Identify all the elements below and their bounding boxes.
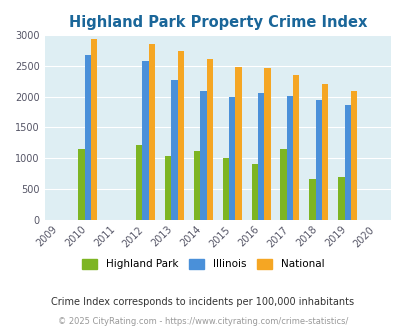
Bar [136, 145, 142, 219]
Bar [193, 151, 200, 219]
Bar [257, 93, 264, 219]
Bar [164, 156, 171, 219]
Bar [171, 80, 177, 219]
Bar [85, 55, 91, 219]
Bar [321, 84, 328, 219]
Bar [292, 75, 299, 219]
Bar [177, 51, 183, 219]
Bar [264, 69, 270, 219]
Bar [251, 164, 257, 219]
Legend: Highland Park, Illinois, National: Highland Park, Illinois, National [77, 255, 328, 274]
Bar [142, 60, 149, 219]
Text: Crime Index corresponds to incidents per 100,000 inhabitants: Crime Index corresponds to incidents per… [51, 297, 354, 307]
Bar [78, 149, 85, 219]
Bar [337, 177, 344, 219]
Bar [344, 105, 350, 219]
Bar [280, 149, 286, 219]
Bar [91, 39, 97, 219]
Bar [309, 179, 315, 219]
Bar [235, 67, 241, 219]
Bar [315, 100, 321, 219]
Bar [200, 91, 206, 219]
Bar [286, 95, 292, 219]
Title: Highland Park Property Crime Index: Highland Park Property Crime Index [68, 15, 366, 30]
Bar [222, 158, 228, 219]
Bar [350, 91, 356, 219]
Bar [206, 59, 212, 219]
Bar [228, 97, 235, 219]
Text: © 2025 CityRating.com - https://www.cityrating.com/crime-statistics/: © 2025 CityRating.com - https://www.city… [58, 317, 347, 326]
Bar [149, 44, 155, 219]
